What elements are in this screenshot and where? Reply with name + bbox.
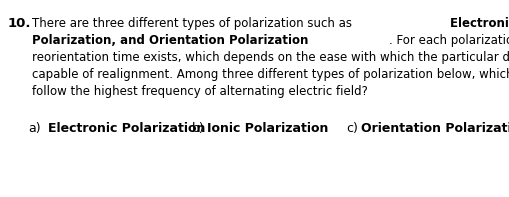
Text: There are three different types of polarization such as: There are three different types of polar… <box>32 17 356 30</box>
Text: c): c) <box>346 122 358 135</box>
Text: a): a) <box>28 122 41 135</box>
Text: Ionic Polarization: Ionic Polarization <box>207 122 328 135</box>
Text: capable of realignment. Among three different types of polarization below, which: capable of realignment. Among three diff… <box>32 68 509 81</box>
Text: reorientation time exists, which depends on the ease with which the particular d: reorientation time exists, which depends… <box>32 51 509 64</box>
Text: 10.: 10. <box>8 17 32 30</box>
Text: follow the highest frequency of alternating electric field?: follow the highest frequency of alternat… <box>32 85 368 98</box>
Text: Electronic Polarization: Electronic Polarization <box>48 122 205 135</box>
Text: b): b) <box>192 122 205 135</box>
Text: Polarization, and Orientation Polarization: Polarization, and Orientation Polarizati… <box>32 34 308 47</box>
Text: . For each polarization type, some minimum: . For each polarization type, some minim… <box>388 34 509 47</box>
Text: Orientation Polarization: Orientation Polarization <box>361 122 509 135</box>
Text: Electronic Polarization, Ionic: Electronic Polarization, Ionic <box>450 17 509 30</box>
